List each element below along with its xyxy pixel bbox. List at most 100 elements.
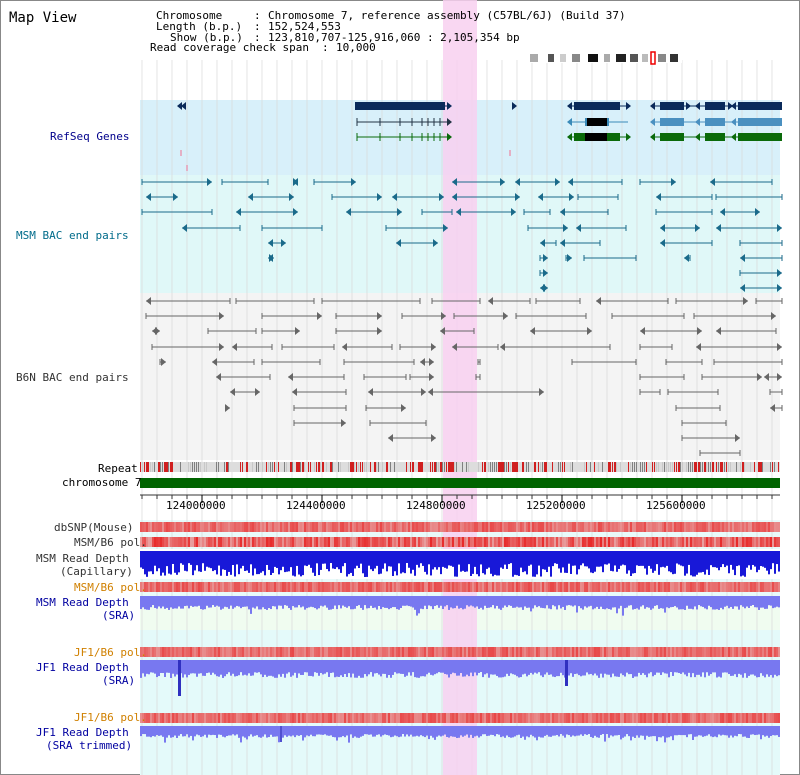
- msm-b6-pol-heat: [242, 537, 244, 547]
- jf1-sra-depth-bar: [666, 660, 668, 674]
- jf1-b6-pol-heat: [234, 647, 236, 657]
- dbsnp-heat: [336, 522, 338, 532]
- dbsnp-heat: [170, 522, 172, 532]
- msm-sra-depth-bar: [518, 596, 520, 608]
- msm-depth-bar: [428, 551, 430, 565]
- msm-sra-depth-bar: [278, 596, 280, 606]
- jf1-b6-pol-heat: [352, 647, 354, 657]
- msm-b6-pol-heat-2: [522, 582, 524, 592]
- dbsnp-heat: [148, 522, 150, 532]
- dbsnp-heat: [292, 522, 294, 532]
- msm-b6-pol-heat: [536, 537, 538, 547]
- track-label-refseq[interactable]: RefSeq Genes: [50, 130, 130, 143]
- jf1-b6-pol-heat: [238, 647, 240, 657]
- dbsnp-heat: [204, 522, 206, 532]
- msm-b6-pol-heat: [168, 537, 170, 547]
- msm-depth-bar: [398, 551, 400, 564]
- msm-sra-depth-bar: [460, 596, 462, 608]
- msm-b6-pol-heat: [596, 537, 598, 547]
- jf1-b6-pol-heat: [322, 647, 324, 657]
- dbsnp-heat: [208, 522, 210, 532]
- jf1-trim-depth-bar: [764, 726, 766, 737]
- jf1-trim-depth-bar: [752, 726, 754, 735]
- jf1-trim-depth-bar: [164, 726, 166, 743]
- jf1-sra-depth-bar: [380, 660, 382, 677]
- jf1-trim-depth-bar: [512, 726, 514, 738]
- msm-b6-pol-heat-2: [636, 582, 638, 592]
- dbsnp-heat: [776, 522, 778, 532]
- msm-b6-pol-heat: [570, 537, 572, 547]
- jf1-b6-pol-heat: [772, 647, 774, 657]
- msm-sra-depth-bar: [190, 596, 192, 606]
- repeat-element: [430, 462, 431, 472]
- msm-depth-bar: [310, 551, 312, 568]
- msm-b6-pol-heat-2: [592, 582, 594, 592]
- jf1-trim-depth-bar: [226, 726, 228, 737]
- msm-sra-depth-bar: [464, 596, 466, 609]
- jf1-b6-pol-heat-2: [190, 713, 192, 723]
- bac-end-arrow: [146, 297, 151, 305]
- msm-sra-depth-bar: [214, 596, 216, 607]
- jf1-trim-depth-bar: [642, 726, 644, 736]
- jf1-trim-depth-bar: [208, 726, 210, 735]
- jf1-b6-pol-heat-2: [584, 713, 586, 723]
- msm-depth-bar: [330, 551, 332, 564]
- repeat-element: [724, 462, 725, 472]
- jf1-sra-depth-bar: [160, 660, 162, 673]
- msm-depth-bar: [748, 551, 750, 566]
- msm-b6-pol-heat-2: [288, 582, 290, 592]
- msm-sra-depth-bar: [714, 596, 716, 610]
- jf1-b6-pol-heat: [438, 647, 440, 657]
- repeat-element: [608, 462, 610, 472]
- msm-depth-bar: [664, 551, 666, 568]
- msm-depth-bar: [186, 551, 188, 572]
- jf1-sra-depth-bar: [664, 660, 666, 674]
- msm-b6-pol-heat-2: [454, 582, 456, 592]
- dbsnp-heat: [242, 522, 244, 532]
- msm-b6-pol-heat: [630, 537, 632, 547]
- repeat-element: [376, 462, 377, 472]
- dbsnp-heat: [602, 522, 604, 532]
- jf1-sra-depth-bar: [430, 660, 432, 675]
- msm-b6-pol-heat-2: [724, 582, 726, 592]
- msm-b6-pol-heat: [548, 537, 550, 547]
- msm-depth-bar: [694, 551, 696, 577]
- jf1-trim-depth-bar: [282, 726, 284, 738]
- msm-b6-pol-heat: [754, 537, 756, 547]
- track-label-b6n-bac[interactable]: B6N BAC end pairs: [16, 371, 129, 384]
- jf1-b6-pol-heat-2: [242, 713, 244, 723]
- dbsnp-heat: [392, 522, 394, 532]
- dbsnp-heat: [144, 522, 146, 532]
- dbsnp-heat: [718, 522, 720, 532]
- jf1-b6-pol-heat: [230, 647, 232, 657]
- msm-b6-pol-heat: [644, 537, 646, 547]
- msm-depth-bar: [324, 551, 326, 564]
- jf1-trim-depth-bar: [672, 726, 674, 741]
- dbsnp-heat: [228, 522, 230, 532]
- jf1-b6-pol-heat: [756, 647, 758, 657]
- msm-b6-pol-heat-2: [146, 582, 148, 592]
- dbsnp-heat: [476, 522, 478, 532]
- jf1-trim-depth-bar: [328, 726, 330, 736]
- track-label-msm-bac[interactable]: MSM BAC end pairs: [16, 229, 129, 242]
- dbsnp-heat: [506, 522, 508, 532]
- jf1-sra-depth-bar: [286, 660, 288, 674]
- msm-b6-pol-heat-2: [312, 582, 314, 592]
- msm-b6-pol-heat-2: [378, 582, 380, 592]
- msm-depth-bar: [518, 551, 520, 576]
- msm-b6-pol-heat-2: [260, 582, 262, 592]
- jf1-b6-pol-heat-2: [192, 713, 194, 723]
- jf1-trim-depth-bar: [306, 726, 308, 736]
- msm-depth-bar: [440, 551, 442, 575]
- jf1-b6-pol-heat-2: [638, 713, 640, 723]
- repeat-element: [726, 462, 727, 472]
- msm-depth-bar: [462, 551, 464, 571]
- msm-sra-depth-bar: [552, 596, 554, 606]
- msm-b6-pol-heat-2: [248, 582, 250, 592]
- jf1-trim-depth-bar: [190, 726, 192, 736]
- jf1-trim-depth-bar: [228, 726, 230, 736]
- dbsnp-heat: [212, 522, 214, 532]
- bac-end-arrow: [777, 373, 782, 381]
- repeat-element: [258, 462, 259, 472]
